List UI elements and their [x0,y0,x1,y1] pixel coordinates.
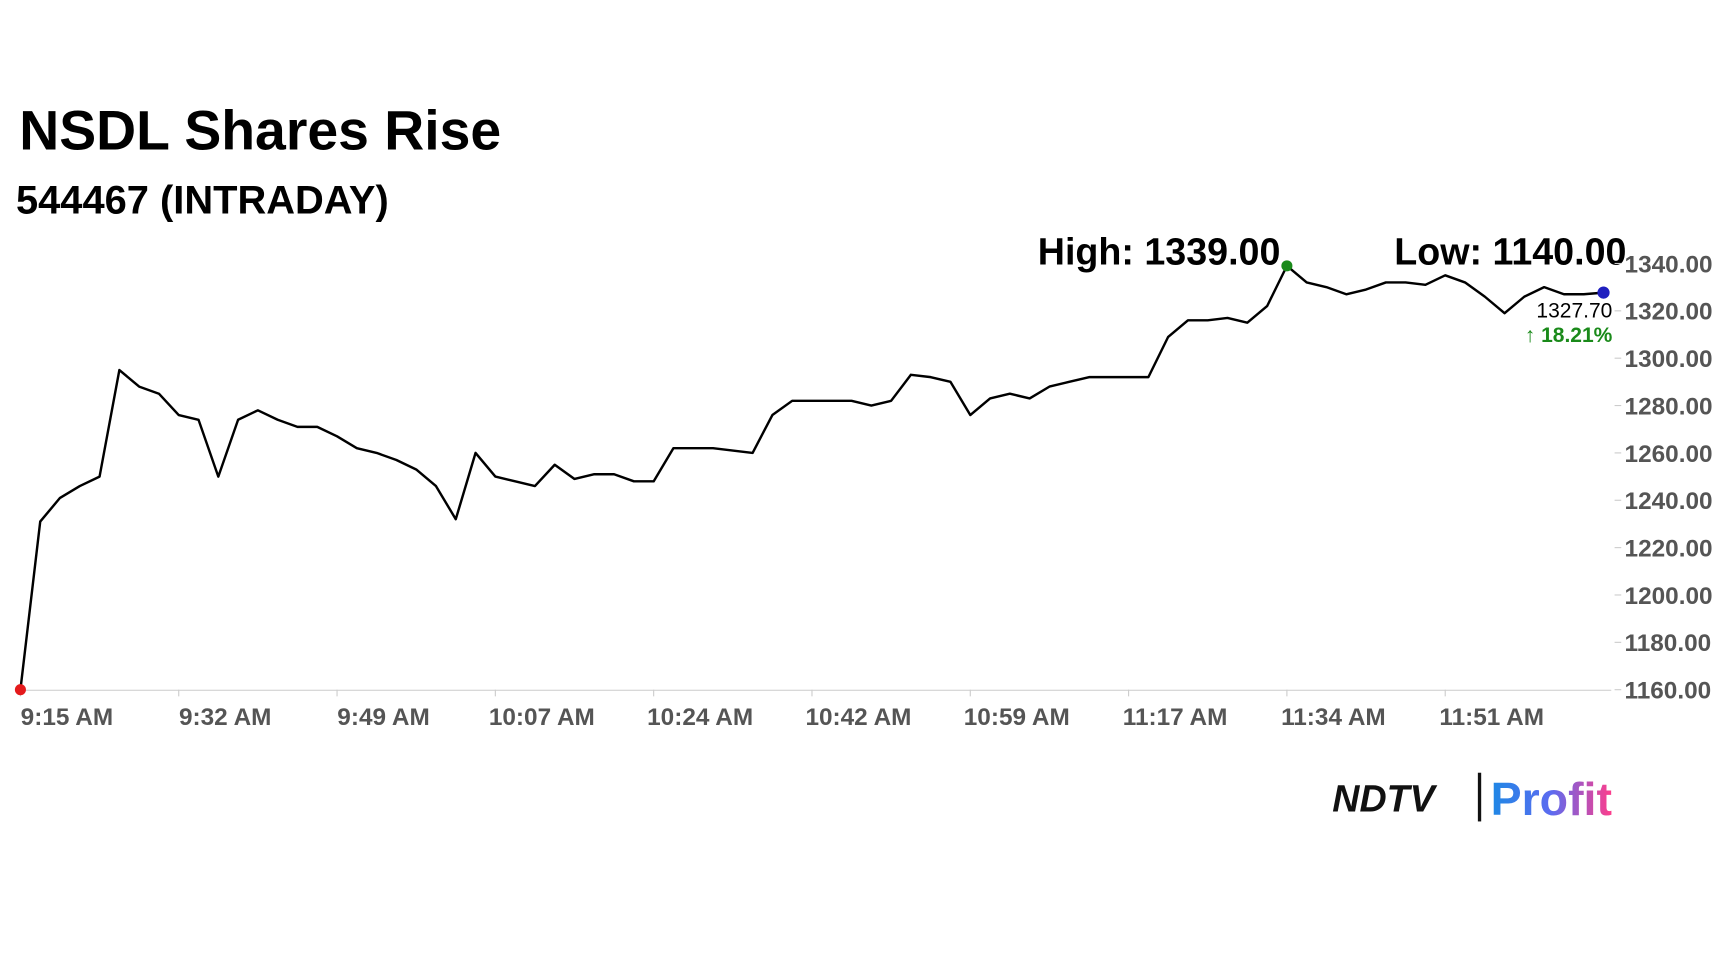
y-tick-label: 1180.00 [1625,630,1712,657]
last-price: 1327.70 [1536,300,1612,323]
high-marker [1281,260,1293,272]
change-percent: ↑ 18.21% [1525,324,1613,347]
low-annotation: Low: 1140.00 [1394,231,1626,273]
x-tick-label: 10:07 AM [489,704,595,731]
x-tick-label: 10:42 AM [805,704,911,731]
x-tick-label: 9:49 AM [337,704,429,731]
y-tick-label: 1320.00 [1625,299,1713,326]
end-marker [1597,286,1610,299]
y-tick-label: 1260.00 [1625,441,1713,468]
logo-profit: Profit [1491,773,1612,825]
chart-title: NSDL Shares Rise [19,99,501,161]
x-tick-label: 11:51 AM [1439,704,1544,731]
high-annotation: High: 1339.00 [1038,231,1281,273]
start-marker [14,684,26,696]
x-tick-label: 10:24 AM [647,704,753,731]
x-tick-label: 9:32 AM [179,704,271,731]
x-tick-label: 9:15 AM [21,704,113,731]
y-tick-label: 1300.00 [1625,346,1713,373]
y-tick-label: 1340.00 [1625,251,1713,278]
x-tick-label: 11:17 AM [1123,704,1228,731]
y-tick-label: 1160.00 [1625,678,1712,705]
y-tick-label: 1200.00 [1625,583,1713,610]
y-tick-label: 1240.00 [1625,488,1713,515]
x-tick-label: 11:34 AM [1281,704,1386,731]
chart-subtitle: 544467 (INTRADAY) [16,179,389,223]
y-tick-label: 1220.00 [1625,535,1713,562]
x-tick-label: 10:59 AM [964,704,1070,731]
price-line [19,264,1604,690]
logo-ndtv: NDTV [1332,777,1437,819]
y-tick-label: 1280.00 [1625,393,1713,420]
